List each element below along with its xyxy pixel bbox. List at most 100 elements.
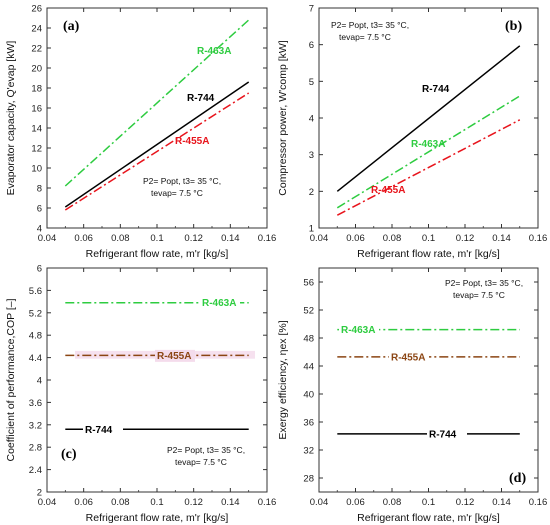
panel-label: (a): [63, 19, 80, 34]
x-tick-label: 0.08: [111, 497, 130, 508]
y-tick-label: 4: [37, 376, 42, 387]
y-tick-label: 28: [303, 474, 314, 485]
series-label-r-463a: R-463A: [411, 139, 445, 150]
y-tick-label: 4.8: [29, 331, 42, 342]
y-tick-label: 10: [31, 164, 42, 175]
x-tick-label: 0.06: [346, 497, 365, 508]
y-tick-label: 16: [31, 104, 42, 115]
series-line-r-463a: [336, 95, 521, 209]
x-tick-label: 0.06: [74, 233, 93, 244]
y-axis-label: Compressor power, W'comp [kW]: [277, 40, 289, 196]
series-label-r-455a: R-455A: [175, 136, 209, 147]
series-label-r-463a: R-463A: [202, 298, 236, 309]
y-axis-label: Evaporator capacity, Q'evap [kW]: [5, 41, 17, 196]
y-tick-label: 22: [31, 44, 42, 55]
x-tick-label: 0.16: [258, 497, 277, 508]
condition-text: tevap= 7.5 °C: [339, 32, 391, 42]
x-tick-label: 0.12: [184, 497, 203, 508]
chart-panel-1: 0.04 0.06 0.08 0.1 0.12 0.14 0.16 4 6 8 10 12 14 16 18…: [5, 4, 276, 261]
x-tick-label: 0.1: [422, 233, 435, 244]
condition-text: tevap= 7.5 °C: [175, 457, 227, 467]
series-label-bg: [83, 423, 123, 436]
y-tick-label: 3.2: [29, 420, 42, 431]
y-tick-label: 6: [37, 204, 42, 215]
x-tick-label: 0.14: [221, 233, 240, 244]
series-label-bg: [389, 351, 429, 364]
panel-label: (b): [505, 19, 522, 34]
series-line-r-455a: [64, 92, 250, 211]
series-label-bg: [200, 297, 240, 310]
series-line-r-744: [64, 81, 250, 208]
x-tick-label: 0.08: [111, 233, 130, 244]
y-tick-label: 1: [309, 224, 314, 235]
y-tick-label: 5.2: [29, 308, 42, 319]
x-tick-label: 0.08: [383, 233, 402, 244]
x-tick-label: 0.14: [492, 233, 511, 244]
series-label-r-455a: R-455A: [157, 351, 191, 362]
y-tick-label: 3: [309, 150, 314, 161]
x-tick-label: 0.06: [74, 497, 93, 508]
y-tick-label: 5.6: [29, 286, 42, 297]
y-tick-label: 3.6: [29, 398, 42, 409]
y-axis-label: Exergy efficiency, ηex [%]: [277, 320, 289, 439]
x-axis-label: Refrigerant flow rate, m'r [kg/s]: [86, 248, 229, 260]
panel-label: (d): [509, 471, 526, 486]
y-tick-label: 12: [31, 144, 42, 155]
x-tick-label: 0.04: [310, 497, 329, 508]
series-label-r-744: R-744: [187, 93, 215, 104]
y-tick-label: 7: [309, 4, 314, 15]
y-tick-label: 2: [309, 187, 314, 198]
chart-panel-3: 0.04 0.06 0.08 0.1 0.12 0.14 0.16 2 2.4 2.8 3.2 3.6…: [5, 264, 276, 525]
y-tick-label: 32: [303, 446, 314, 457]
x-tick-label: 0.04: [38, 233, 57, 244]
x-tick-label: 0.1: [150, 497, 163, 508]
y-tick-label: 18: [31, 84, 42, 95]
x-tick-label: 0.16: [258, 233, 277, 244]
plot-frame: [318, 267, 539, 493]
series-label-r-455a: R-455A: [371, 185, 405, 196]
condition-text: P2= Popt, t3= 35 °C,: [167, 445, 245, 455]
series-label-bg: [155, 349, 195, 362]
y-tick-label: 48: [303, 334, 314, 345]
x-tick-label: 0.04: [310, 233, 329, 244]
x-axis-label: Refrigerant flow rate, m'r [kg/s]: [357, 248, 500, 260]
series-label-r-744: R-744: [85, 425, 113, 436]
series-line-r-455a: [336, 119, 521, 216]
x-tick-label: 0.12: [184, 233, 203, 244]
y-axis-label: Coefficient of performance,COP [–]: [5, 298, 17, 461]
series-label-r-463a: R-463A: [341, 325, 375, 336]
chart-panel-4: 0.04 0.06 0.08 0.1 0.12 0.14 0.16 28 32 36 40 44 48 5…: [277, 267, 548, 524]
series-label-r-744: R-744: [422, 84, 450, 95]
y-tick-label: 5: [309, 77, 314, 88]
x-tick-label: 0.04: [38, 497, 57, 508]
y-tick-label: 4: [309, 114, 314, 125]
series-label-bg: [339, 324, 379, 337]
y-tick-label: 2: [37, 488, 42, 499]
y-tick-label: 40: [303, 390, 314, 401]
series-line-r-463a: [64, 19, 250, 187]
condition-text: tevap= 7.5 °C: [453, 290, 505, 300]
condition-text: P2= Popt, t3= 35 °C,: [445, 278, 523, 288]
y-tick-label: 4: [37, 224, 42, 235]
y-tick-label: 52: [303, 306, 314, 317]
x-tick-label: 0.14: [492, 497, 511, 508]
chart-panel-2: 0.04 0.06 0.08 0.1 0.12 0.14 0.16 1 2 3 4 5 6 7 Refrig…: [277, 4, 547, 261]
y-tick-label: 26: [31, 4, 42, 15]
x-axis-label: Refrigerant flow rate, m'r [kg/s]: [86, 512, 229, 524]
y-tick-label: 8: [37, 184, 42, 195]
condition-text: P2= Popt, t3= 35 °C,: [331, 20, 409, 30]
y-tick-label: 6: [309, 40, 314, 51]
x-tick-label: 0.08: [383, 497, 402, 508]
x-tick-label: 0.1: [150, 233, 163, 244]
x-tick-label: 0.12: [456, 233, 475, 244]
series-label-bg: [427, 428, 467, 441]
y-tick-label: 4.4: [29, 353, 42, 364]
panel-label: (c): [61, 447, 77, 462]
y-tick-label: 20: [31, 64, 42, 75]
x-tick-label: 0.16: [529, 233, 548, 244]
y-tick-label: 14: [31, 124, 42, 135]
y-tick-label: 2.8: [29, 443, 42, 454]
x-tick-label: 0.16: [529, 497, 548, 508]
condition-text: tevap= 7.5 °C: [151, 188, 203, 198]
